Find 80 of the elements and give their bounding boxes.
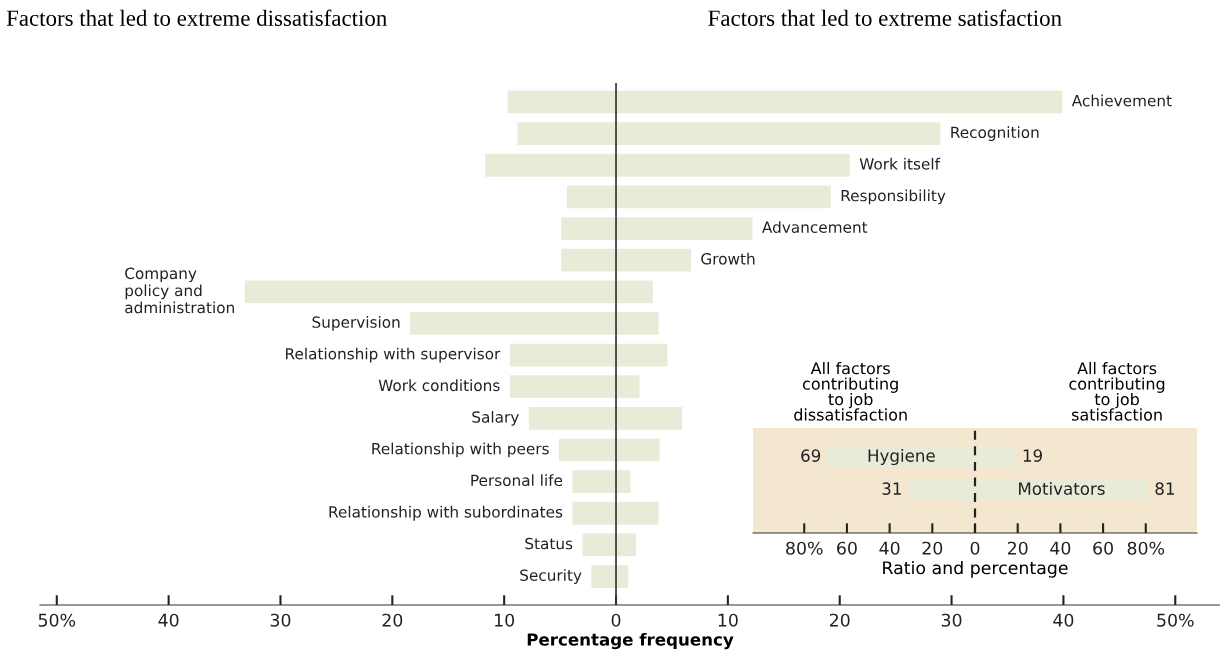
annotation: 69 — [801, 449, 821, 462]
y-tick-label: Relationship with peers — [372, 442, 549, 458]
bar — [591, 565, 617, 588]
y-tick-label: Personal life — [471, 474, 563, 487]
bar — [616, 438, 660, 462]
x-tick-label: 40 — [158, 613, 179, 627]
x-tick-label: 40 — [879, 541, 900, 555]
x-tick-label: 80% — [786, 541, 823, 555]
x-tick-label: 20 — [829, 613, 850, 627]
y-tick-label: Relationship with subordinates — [329, 505, 563, 521]
y-tick-label: Advancement — [762, 221, 868, 233]
bar — [507, 90, 617, 114]
x-tick-label: 50% — [38, 613, 76, 627]
bar — [244, 280, 617, 304]
bar — [616, 470, 631, 494]
y-tick-label: Work itself — [859, 157, 941, 170]
x-tick-label: 10 — [495, 613, 515, 627]
text: Factors that led to extreme dissatisfaction — [6, 9, 387, 26]
x-tick-label: 40 — [1053, 613, 1074, 627]
bar — [616, 375, 640, 399]
bar — [616, 565, 629, 588]
x-tick-label: 20 — [1007, 541, 1028, 555]
bar — [616, 217, 753, 240]
bar — [616, 90, 1063, 114]
x-tick-label: 40 — [1050, 541, 1071, 555]
y-tick-label: Recognition — [951, 126, 1039, 142]
x-tick-label: 80% — [1127, 541, 1165, 555]
annotation: 31 — [882, 482, 901, 495]
bar — [616, 248, 691, 272]
y-tick-label: Motivators — [1019, 482, 1105, 495]
y-tick-label: Hygiene — [868, 448, 935, 466]
bar — [616, 533, 637, 557]
bar — [616, 280, 653, 304]
annotation: All factors contributing to job satisfaction — [1069, 361, 1165, 421]
x-tick-label: 30 — [941, 613, 962, 627]
y-tick-label: Relationship with supervisor — [286, 347, 501, 363]
bar — [517, 122, 617, 146]
bar — [616, 406, 683, 430]
bar — [485, 153, 617, 177]
bar — [582, 533, 617, 557]
bar — [561, 248, 617, 272]
bar — [566, 185, 617, 209]
y-tick-label: Work conditions — [378, 379, 500, 392]
x-tick-label: 0 — [970, 541, 980, 555]
x-tick-label: 0 — [611, 613, 621, 627]
y-tick-label: Achievement — [1071, 94, 1172, 107]
y-tick-label: Status — [525, 537, 573, 550]
bar — [616, 185, 831, 209]
x-axis-title: Ratio and percentage — [883, 560, 1068, 578]
bar — [509, 375, 617, 399]
bar — [561, 217, 617, 240]
x-tick-label: 20 — [382, 613, 403, 627]
bar — [616, 501, 659, 525]
data-label: 81 — [1155, 482, 1174, 495]
x-tick-label: 60 — [837, 541, 857, 555]
y-tick-label: Salary — [472, 410, 519, 426]
text: Factors that led to extreme satisfaction — [708, 9, 1062, 26]
y-tick-label: Company policy and administration — [125, 267, 234, 314]
x-tick-label: 50% — [1157, 613, 1194, 627]
data-label: 19 — [1023, 449, 1042, 462]
x-axis-title: Percentage frequency — [527, 632, 734, 650]
x-tick-label: 20 — [922, 541, 943, 555]
bar — [616, 343, 668, 367]
x-tick-label: 30 — [270, 613, 291, 627]
bar — [616, 122, 941, 146]
bar — [558, 438, 617, 462]
bar — [616, 153, 850, 177]
annotation: All factors contributing to job dissatisfaction — [794, 361, 907, 421]
y-tick-label: Responsibility — [841, 189, 946, 205]
y-tick-label: Security — [520, 569, 582, 584]
bar — [528, 406, 617, 430]
bar — [410, 312, 617, 335]
y-tick-label: Supervision — [312, 316, 400, 331]
bar — [572, 501, 617, 525]
y-tick-label: Growth — [701, 252, 755, 265]
bar — [616, 312, 659, 335]
bar — [572, 470, 617, 494]
bar — [509, 343, 617, 367]
x-tick-label: 60 — [1093, 541, 1113, 555]
x-tick-label: 10 — [718, 613, 738, 627]
